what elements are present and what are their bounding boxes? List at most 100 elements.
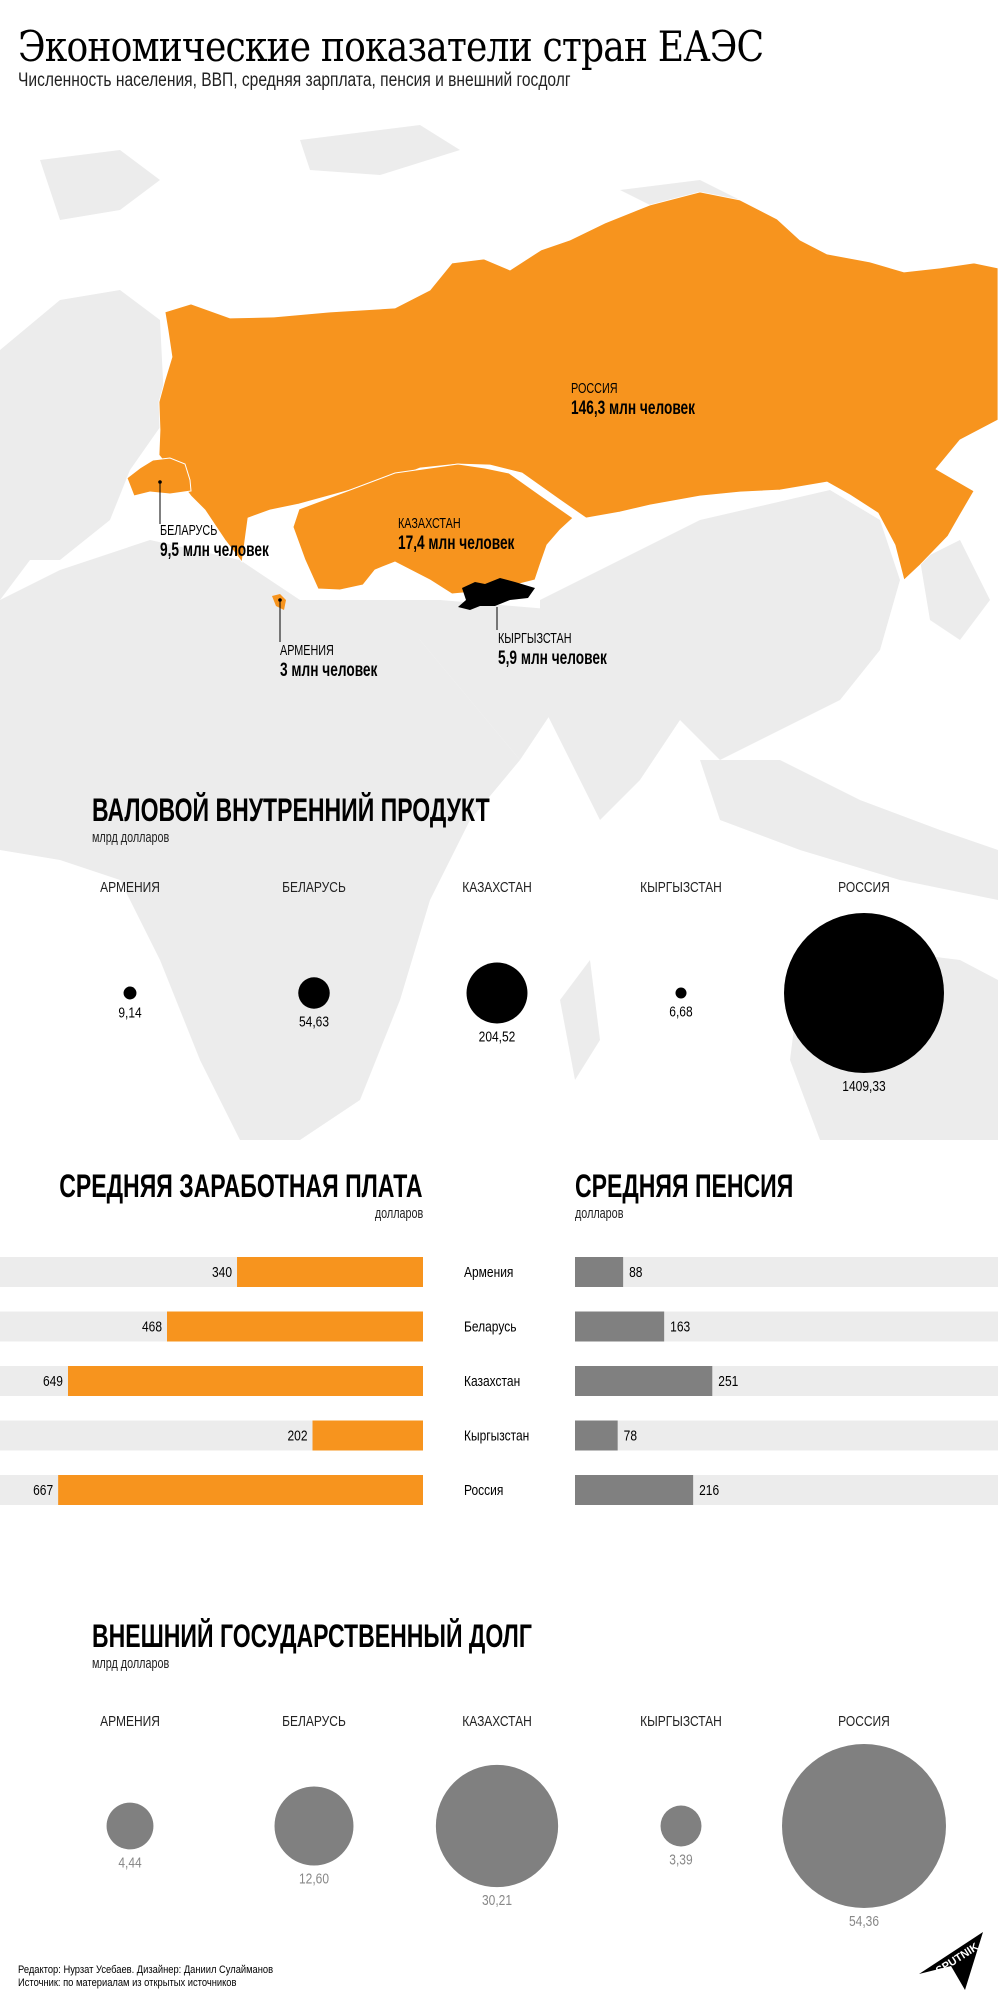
category-label: КАЗАХСТАН <box>462 879 532 896</box>
gdp-bubble-chart: АРМЕНИЯ 9,14 БЕЛАРУСЬ 54,63 КАЗАХСТАН 204,52 К… <box>100 879 944 1095</box>
debt-subtitle: млрд долларов <box>92 1655 170 1672</box>
map-label-kazakhstan: КАЗАХСТАН 17,4 млн человек <box>398 515 560 555</box>
debt-section-header: ВНЕШНИЙ ГОСУДАРСТВЕННЫЙ ДОЛГ млрд доллар… <box>92 1618 703 1673</box>
pension-value: 163 <box>670 1318 690 1335</box>
country-label: Кыргызстан <box>464 1427 529 1444</box>
page-subtitle: Численность населения, ВВП, средняя зарп… <box>18 70 571 91</box>
category-label: КЫРГЫЗСТАН <box>640 1713 722 1730</box>
value-label: 54,63 <box>299 1013 329 1030</box>
salary-bar <box>312 1420 423 1451</box>
armenia-shape[interactable] <box>272 594 286 610</box>
value-label: 3,39 <box>669 1851 692 1868</box>
salary-value: 667 <box>33 1482 53 1499</box>
value-label: 4,44 <box>118 1854 142 1871</box>
salary-bar <box>58 1475 423 1505</box>
population: 146,3 млн человек <box>571 398 696 419</box>
category-label: РОССИЯ <box>838 1713 890 1730</box>
bubble <box>675 987 687 999</box>
country-name: КЫРГЫЗСТАН <box>498 630 572 647</box>
country-name: АРМЕНИЯ <box>280 642 334 659</box>
pension-bar <box>575 1475 694 1505</box>
category-label: БЕЛАРУСЬ <box>282 1713 346 1730</box>
value-label: 30,21 <box>482 1892 512 1909</box>
sputnik-logo: SPUTNIK <box>919 1932 983 1990</box>
map-label-russia: РОССИЯ 146,3 млн человек <box>571 380 743 420</box>
map-label-armenia: АРМЕНИЯ 3 млн человек <box>280 642 415 682</box>
pension-section-header: СРЕДНЯЯ ПЕНСИЯ долларов <box>575 1168 878 1223</box>
pension-bar <box>575 1257 624 1287</box>
pension-track <box>575 1257 998 1287</box>
footer-credits: Редактор: Нурзат Усебаев. Дизайнер: Дани… <box>18 1964 274 1976</box>
salary-value: 649 <box>43 1373 63 1390</box>
country-name: КАЗАХСТАН <box>398 515 461 532</box>
debt-title: ВНЕШНИЙ ГОСУДАРСТВЕННЫЙ ДОЛГ <box>92 1618 532 1654</box>
pension-value: 88 <box>629 1264 642 1281</box>
salary-value: 202 <box>287 1427 307 1444</box>
category-label: КЫРГЫЗСТАН <box>640 879 722 896</box>
page-title: Экономические показатели стран ЕАЭС <box>18 22 764 71</box>
country-name: БЕЛАРУСЬ <box>160 522 218 539</box>
population: 3 млн человек <box>280 660 378 681</box>
salary-section-header: СРЕДНЯЯ ЗАРАБОТНАЯ ПЛАТА долларов <box>0 1168 423 1223</box>
gdp-section-header: ВАЛОВОЙ ВНУТРЕННИЙ ПРОДУКТ млрд долларов <box>92 792 644 847</box>
category-label: БЕЛАРУСЬ <box>282 879 346 896</box>
footer: Редактор: Нурзат Усебаев. Дизайнер: Дани… <box>18 1964 273 1990</box>
pension-subtitle: долларов <box>575 1205 624 1222</box>
bubble <box>435 1764 559 1888</box>
value-label: 12,60 <box>299 1870 329 1887</box>
value-label: 9,14 <box>118 1004 142 1021</box>
value-label: 54,36 <box>849 1913 879 1930</box>
footer-source: Источник: по материалам из открытых исто… <box>18 1977 237 1989</box>
salary-title: СРЕДНЯЯ ЗАРАБОТНАЯ ПЛАТА <box>59 1168 423 1204</box>
pension-track <box>575 1420 998 1451</box>
bubble <box>274 1786 354 1866</box>
value-label: 1409,33 <box>842 1078 885 1095</box>
kazakhstan-shape[interactable] <box>292 463 574 595</box>
country-label: Армения <box>464 1264 513 1281</box>
country-label: Россия <box>464 1482 503 1499</box>
value-label: 6,68 <box>669 1003 692 1020</box>
bubble <box>782 1744 946 1908</box>
pension-value: 216 <box>699 1482 719 1499</box>
pension-value: 78 <box>624 1427 637 1444</box>
population: 17,4 млн человек <box>398 533 515 554</box>
population: 5,9 млн человек <box>498 648 607 669</box>
map-label-belarus: БЕЛАРУСЬ 9,5 млн человек <box>160 522 311 562</box>
country-name: РОССИЯ <box>571 380 618 397</box>
salary-value: 340 <box>212 1264 232 1281</box>
bubble <box>466 962 528 1024</box>
salary-subtitle: долларов <box>374 1205 423 1222</box>
salary-value: 468 <box>142 1318 162 1335</box>
map <box>0 125 998 1140</box>
category-label: АРМЕНИЯ <box>100 879 160 896</box>
salary-pension-bar-chart: 340 Армения 88 468 Беларусь 163 649 Казахстан 25… <box>0 1257 998 1505</box>
bubble <box>660 1805 702 1847</box>
population: 9,5 млн человек <box>160 540 269 561</box>
salary-bar <box>67 1366 423 1396</box>
leader-lines <box>159 482 498 642</box>
category-label: АРМЕНИЯ <box>100 1713 160 1730</box>
pension-bar <box>575 1311 665 1342</box>
bubble <box>298 977 330 1009</box>
belarus-shape[interactable] <box>126 457 192 497</box>
pension-value: 251 <box>718 1373 738 1390</box>
pension-title: СРЕДНЯЯ ПЕНСИЯ <box>575 1168 794 1204</box>
salary-bar <box>237 1257 423 1287</box>
salary-bar <box>167 1311 423 1342</box>
category-label: РОССИЯ <box>838 879 890 896</box>
bubble <box>106 1802 154 1850</box>
debt-bubble-chart: АРМЕНИЯ 4,44 БЕЛАРУСЬ 12,60 КАЗАХСТАН 30,21 КЫ… <box>100 1713 946 1930</box>
kyrgyzstan-shape[interactable] <box>458 578 535 610</box>
country-label: Казахстан <box>464 1373 520 1390</box>
gdp-subtitle: млрд долларов <box>92 829 170 846</box>
gdp-title: ВАЛОВОЙ ВНУТРЕННИЙ ПРОДУКТ <box>92 792 490 828</box>
pension-bar <box>575 1420 618 1451</box>
pension-bar <box>575 1366 713 1396</box>
map-label-kyrgyzstan: КЫРГЫЗСТАН 5,9 млн человек <box>498 630 649 670</box>
category-label: КАЗАХСТАН <box>462 1713 532 1730</box>
country-label: Беларусь <box>464 1318 516 1335</box>
bubble <box>784 913 944 1073</box>
bubble <box>123 986 137 1000</box>
background-land <box>0 125 998 1140</box>
value-label: 204,52 <box>479 1028 516 1045</box>
